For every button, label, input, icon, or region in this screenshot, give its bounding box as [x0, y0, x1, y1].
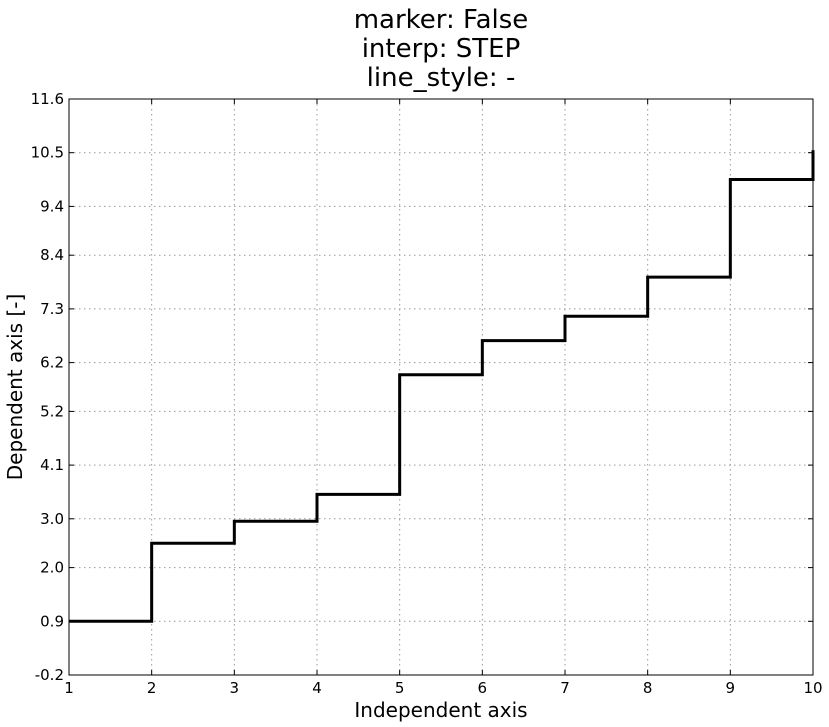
y-tick-label: 2.0	[40, 559, 64, 577]
x-axis-label: Independent axis	[354, 698, 527, 722]
grid	[69, 99, 813, 675]
plot-frame	[68, 98, 814, 676]
y-tick-label: 4.1	[40, 456, 64, 474]
y-tick-label: 6.2	[40, 354, 64, 372]
y-tick-label: 7.3	[40, 300, 64, 318]
series-layer	[69, 150, 815, 623]
x-tick-label: 5	[395, 679, 405, 697]
series-line	[69, 150, 815, 623]
chart-title: marker: False interp: STEP line_style: -	[354, 5, 529, 93]
x-tick-label: 1	[64, 679, 74, 697]
y-axis-label: Dependent axis [-]	[3, 294, 27, 481]
x-tick-label: 3	[230, 679, 240, 697]
x-tick-label: 7	[560, 679, 570, 697]
x-tick-label: 4	[312, 679, 322, 697]
y-tick-label: 8.4	[40, 246, 64, 264]
title-line-2: interp: STEP	[362, 34, 521, 64]
y-tick-label: 0.9	[40, 612, 64, 630]
x-tick-labels: 1 2 3 4 5 6 7 8 9 10	[64, 679, 822, 697]
x-tick-label: 9	[726, 679, 736, 697]
y-tick-label: 3.0	[40, 510, 64, 528]
title-line-1: marker: False	[354, 5, 529, 35]
y-tick-label: -0.2	[35, 666, 64, 684]
y-tick-label: 9.4	[40, 197, 64, 215]
y-tick-label: 5.2	[40, 402, 64, 420]
x-tick-label: 10	[803, 679, 822, 697]
ticks	[68, 98, 814, 676]
title-line-3: line_style: -	[367, 63, 516, 93]
y-tick-label: 11.6	[31, 90, 64, 108]
x-tick-label: 2	[147, 679, 157, 697]
x-tick-label: 6	[478, 679, 488, 697]
y-tick-labels: -0.2 0.9 2.0 3.0 4.1 5.2 6.2 7.3 8.4 9.4 10.5 11.6	[31, 90, 64, 684]
y-tick-label: 10.5	[31, 144, 64, 162]
x-tick-label: 8	[643, 679, 653, 697]
